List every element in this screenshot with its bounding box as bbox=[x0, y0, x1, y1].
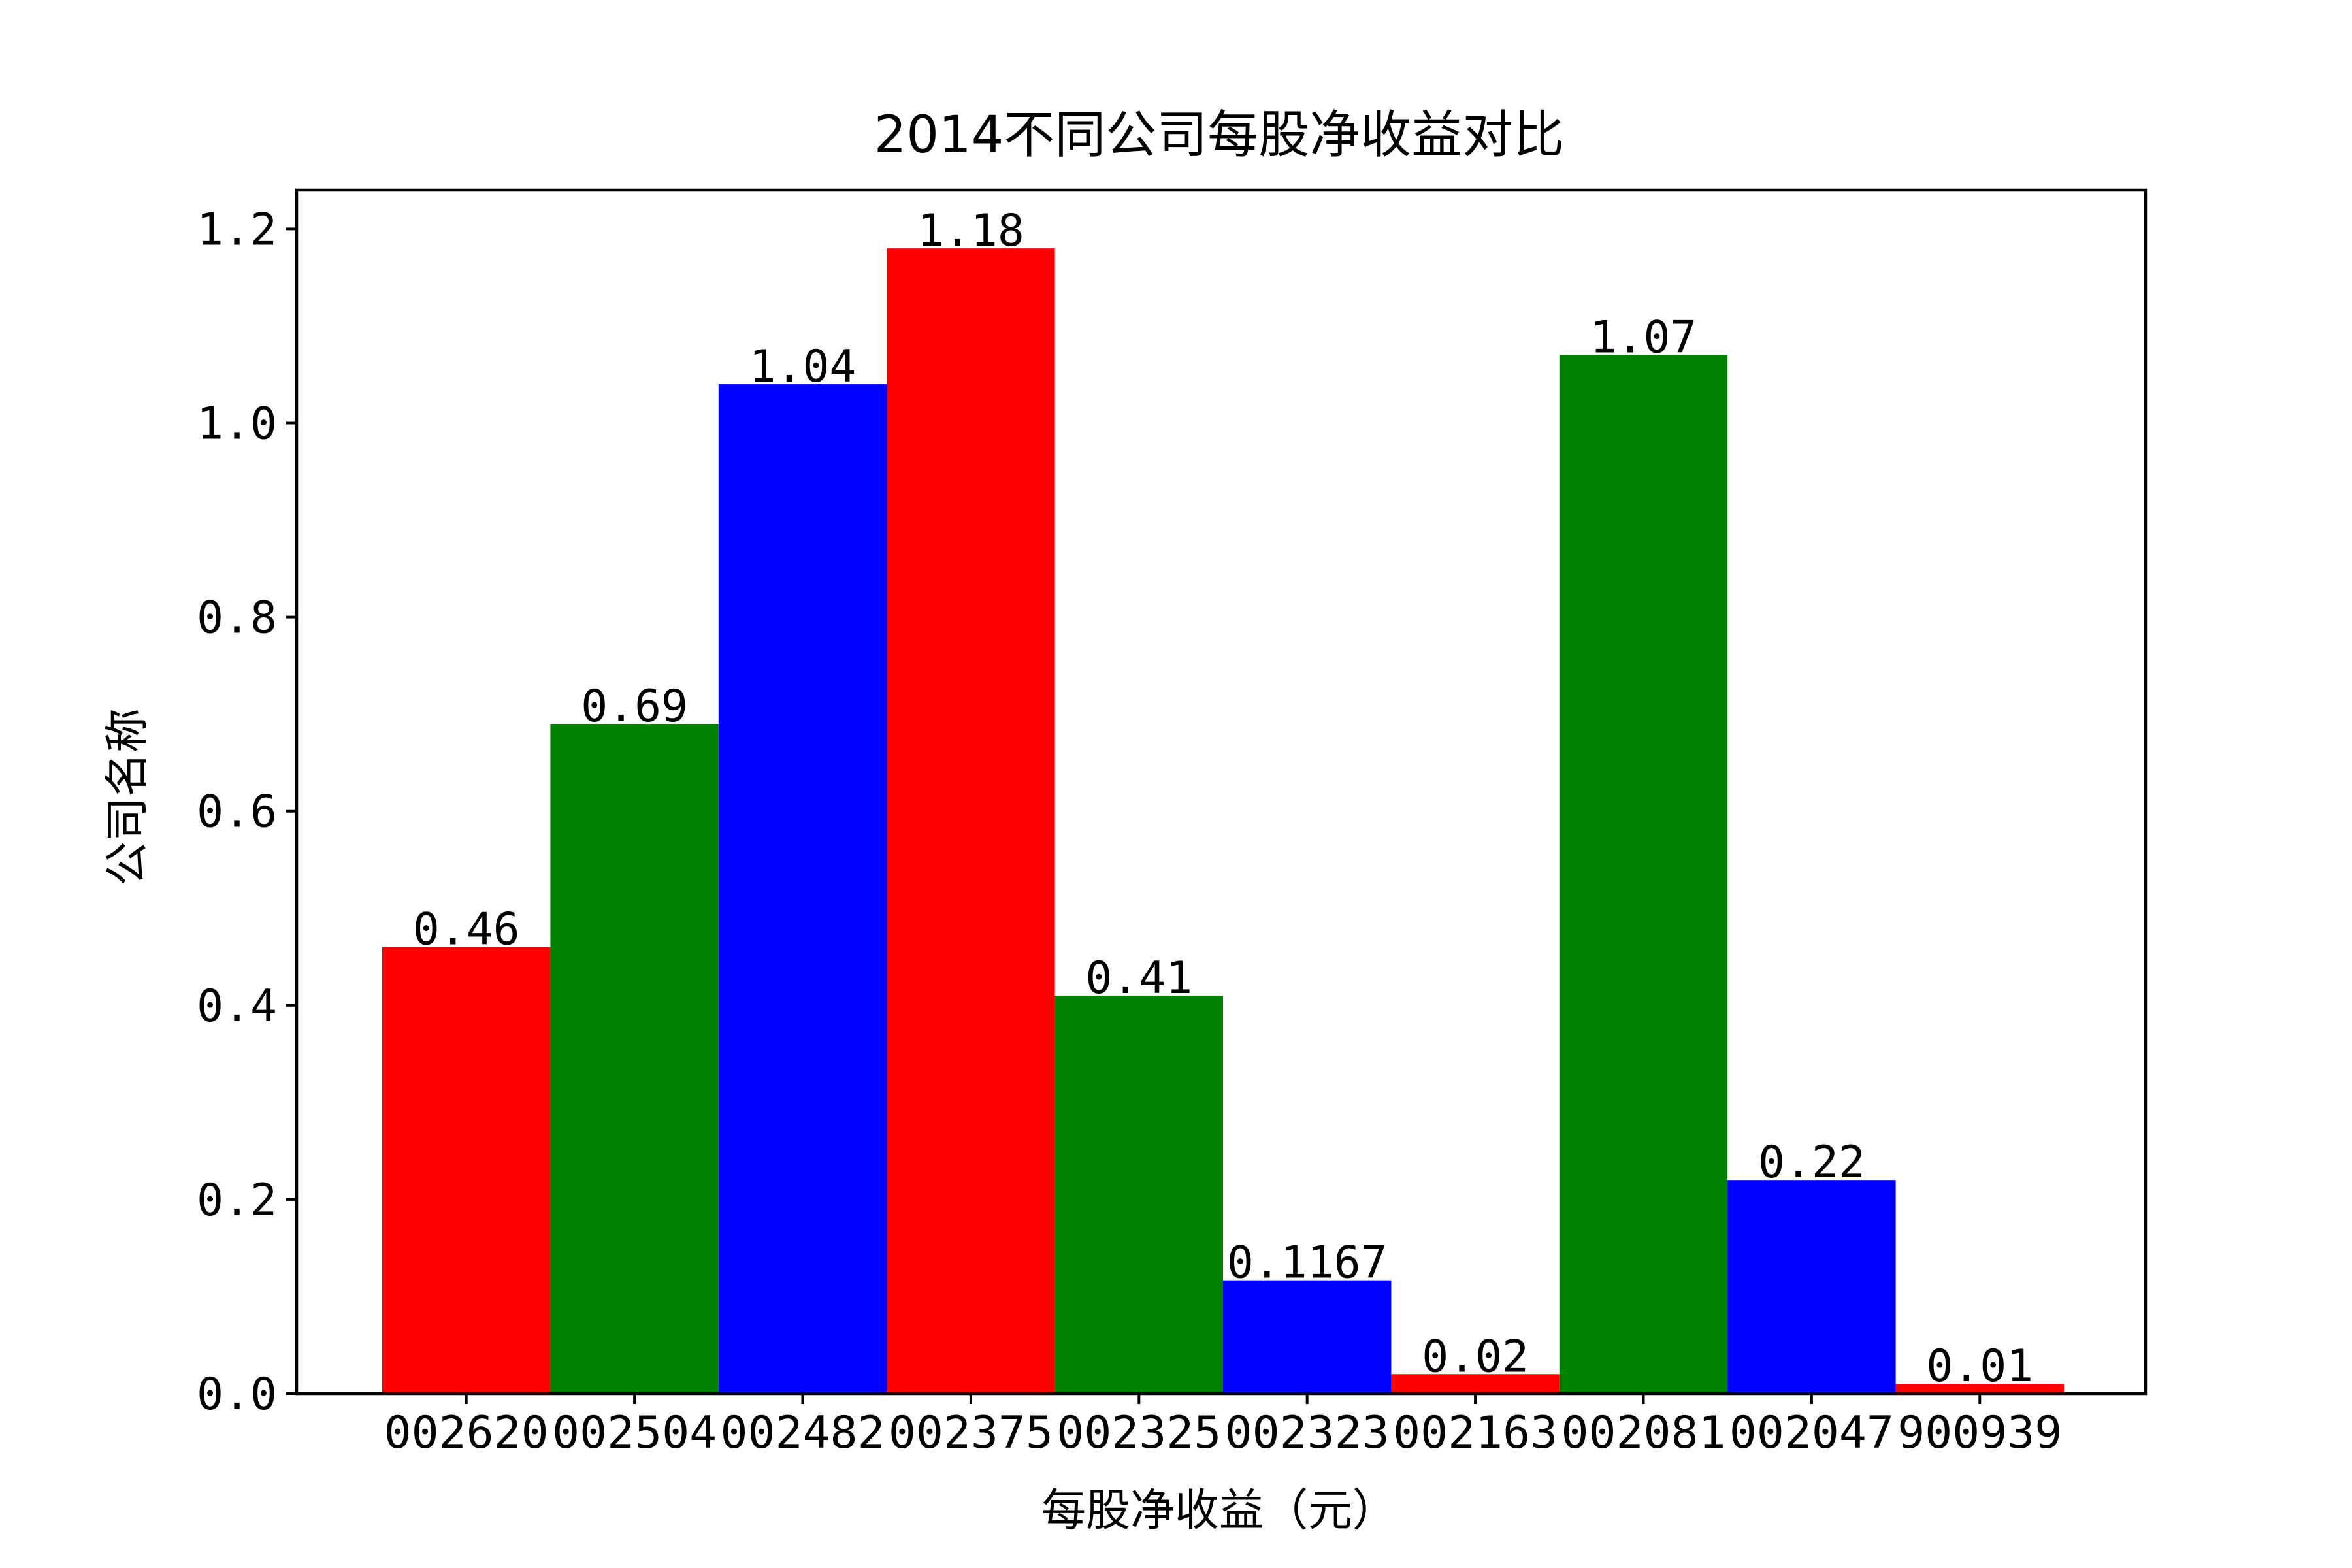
x-axis-label: 每股净收益（元） bbox=[1041, 1485, 1397, 1537]
bar-value-label-900939: 0.01 bbox=[1926, 1341, 2033, 1392]
bar-002620 bbox=[382, 947, 551, 1394]
bar-value-labels: 0.46 0.69 1.04 1.18 0.41 0.1167 0.02 1.07 0.22 0.… bbox=[413, 205, 2033, 1392]
x-axis-ticks: 002620 002504 002482 002375 002325 002323 0021… bbox=[384, 1394, 2062, 1459]
y-tick-label-1.0: 1.0 bbox=[197, 399, 277, 450]
y-axis-ticks: 0.0 0.2 0.4 0.6 0.8 1.0 1.2 bbox=[197, 204, 297, 1420]
bar-value-label-002163: 0.02 bbox=[1422, 1331, 1529, 1382]
bar-value-label-002620: 0.46 bbox=[413, 904, 520, 956]
x-tick-label-002620: 002620 bbox=[384, 1407, 549, 1459]
x-tick-label-002047: 002047 bbox=[1729, 1407, 1894, 1459]
chart-title: 2014不同公司每股净收益对比 bbox=[874, 106, 1565, 165]
bar-900939 bbox=[1895, 1384, 2064, 1394]
bar-value-label-002047: 0.22 bbox=[1758, 1137, 1865, 1188]
bar-value-label-002081: 1.07 bbox=[1590, 312, 1697, 364]
bars-group bbox=[382, 248, 2064, 1394]
bar-value-label-002504: 0.69 bbox=[581, 681, 688, 732]
plot-frame bbox=[295, 188, 2148, 1396]
y-axis-label: 公司名称 bbox=[102, 708, 154, 886]
x-tick-label-002375: 002375 bbox=[889, 1407, 1053, 1459]
y-tick-label-0.4: 0.4 bbox=[197, 981, 277, 1032]
bar-002482 bbox=[718, 384, 887, 1394]
x-tick-label-002504: 002504 bbox=[552, 1407, 717, 1459]
y-tick-label-0.8: 0.8 bbox=[197, 593, 277, 644]
x-tick-label-002163: 002163 bbox=[1393, 1407, 1558, 1459]
bar-value-label-002323: 0.1167 bbox=[1227, 1237, 1388, 1289]
bar-002375 bbox=[887, 248, 1055, 1394]
bar-002325 bbox=[1054, 995, 1223, 1394]
y-tick-label-1.2: 1.2 bbox=[197, 204, 277, 255]
bar-value-label-002375: 1.18 bbox=[917, 205, 1024, 257]
bar-002323 bbox=[1223, 1280, 1392, 1394]
x-tick-label-002323: 002323 bbox=[1225, 1407, 1390, 1459]
x-tick-label-900939: 900939 bbox=[1897, 1407, 2062, 1459]
x-tick-label-002482: 002482 bbox=[721, 1407, 885, 1459]
y-tick-label-0.0: 0.0 bbox=[197, 1369, 277, 1420]
x-tick-label-002081: 002081 bbox=[1561, 1407, 1726, 1459]
bar-002163 bbox=[1391, 1374, 1560, 1394]
bar-value-label-002482: 1.04 bbox=[749, 341, 857, 393]
y-tick-label-0.2: 0.2 bbox=[197, 1175, 277, 1226]
bar-002047 bbox=[1727, 1180, 1896, 1394]
bar-002081 bbox=[1559, 355, 1728, 1394]
bar-002504 bbox=[550, 724, 719, 1394]
x-tick-label-002325: 002325 bbox=[1056, 1407, 1221, 1459]
bar-value-label-002325: 0.41 bbox=[1085, 953, 1192, 1004]
y-tick-label-0.6: 0.6 bbox=[197, 787, 277, 838]
